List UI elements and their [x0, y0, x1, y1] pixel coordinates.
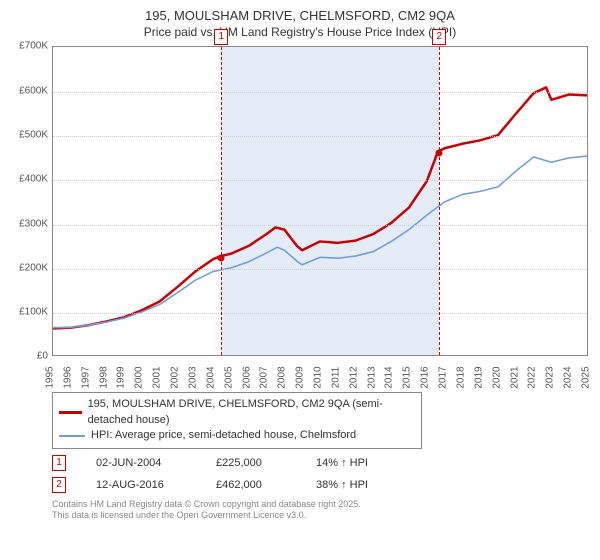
- footer-line2: This data is licensed under the Open Gov…: [52, 510, 580, 522]
- sale-delta: 14% ↑ HPI: [316, 457, 396, 469]
- gridline: [53, 225, 587, 226]
- marker-point-2: [436, 149, 443, 156]
- x-tick: 2025: [577, 360, 599, 371]
- y-tick: £400K: [19, 174, 48, 185]
- gridline: [53, 92, 587, 93]
- x-axis: 1995199619971998199920002001200220032004…: [52, 356, 588, 386]
- footer-attribution: Contains HM Land Registry data © Crown c…: [52, 499, 580, 522]
- chart-lines: [53, 47, 587, 355]
- gridline: [53, 313, 587, 314]
- legend-item: HPI: Average price, semi-detached house,…: [59, 428, 415, 443]
- marker-line-2: [439, 47, 440, 355]
- marker-point-1: [218, 254, 225, 261]
- marker-line-1: [221, 47, 222, 355]
- sale-row: 2 12-AUG-2016 £462,000 38% ↑ HPI: [52, 477, 580, 493]
- legend: 195, MOULSHAM DRIVE, CHELMSFORD, CM2 9QA…: [52, 392, 422, 448]
- sale-badge: 2: [52, 477, 66, 493]
- footer-line1: Contains HM Land Registry data © Crown c…: [52, 499, 580, 511]
- y-axis: £0£100K£200K£300K£400K£500K£600K£700K: [10, 46, 52, 356]
- y-tick: £200K: [19, 262, 48, 273]
- legend-label: HPI: Average price, semi-detached house,…: [91, 428, 356, 443]
- marker-label-1: 1: [214, 29, 228, 45]
- sale-badge: 1: [52, 455, 66, 471]
- legend-swatch: [59, 435, 85, 437]
- gridline: [53, 136, 587, 137]
- marker-label-2: 2: [432, 29, 446, 45]
- y-tick: £500K: [19, 130, 48, 141]
- sale-price: £225,000: [216, 457, 286, 469]
- chart-title-line2: Price paid vs. HM Land Registry's House …: [10, 25, 590, 41]
- sales-list: 1 02-JUN-2004 £225,000 14% ↑ HPI 2 12-AUG-201…: [52, 455, 580, 493]
- y-tick: £100K: [19, 307, 48, 318]
- y-tick: £700K: [19, 41, 48, 52]
- gridline: [53, 180, 587, 181]
- sale-date: 12-AUG-2016: [96, 479, 186, 491]
- y-tick: £300K: [19, 218, 48, 229]
- legend-swatch: [59, 411, 82, 414]
- legend-item: 195, MOULSHAM DRIVE, CHELMSFORD, CM2 9QA…: [59, 397, 415, 428]
- chart-plot-area: 12: [52, 46, 588, 356]
- sale-delta: 38% ↑ HPI: [316, 479, 396, 491]
- series-price_paid: [53, 88, 587, 329]
- gridline: [53, 269, 587, 270]
- chart-title-line1: 195, MOULSHAM DRIVE, CHELMSFORD, CM2 9QA: [10, 8, 590, 25]
- y-tick: £600K: [19, 85, 48, 96]
- sale-row: 1 02-JUN-2004 £225,000 14% ↑ HPI: [52, 455, 580, 471]
- sale-price: £462,000: [216, 479, 286, 491]
- legend-label: 195, MOULSHAM DRIVE, CHELMSFORD, CM2 9QA…: [88, 397, 415, 428]
- sale-date: 02-JUN-2004: [96, 457, 186, 469]
